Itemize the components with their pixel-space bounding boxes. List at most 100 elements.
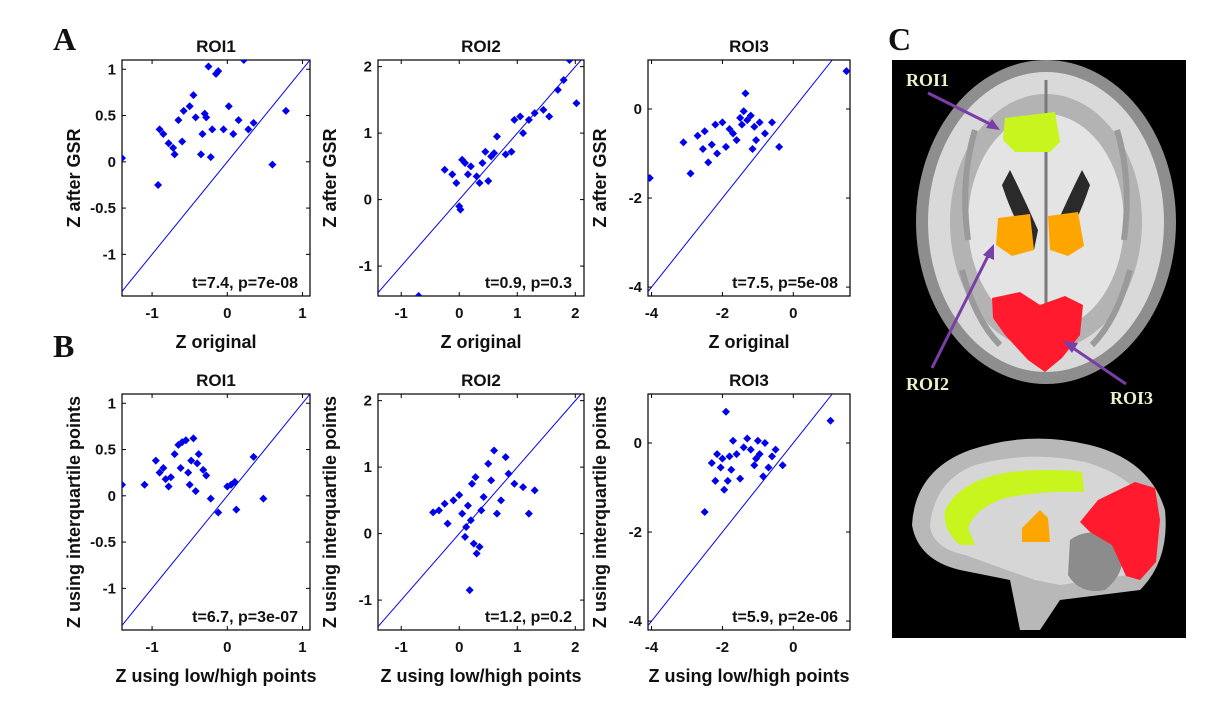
y-tick-label: -4	[629, 279, 643, 296]
x-axis-label: Z original	[709, 332, 790, 352]
data-point	[716, 463, 725, 472]
y-tick-label: 2	[364, 393, 372, 410]
data-point	[170, 150, 179, 159]
data-point	[463, 501, 472, 510]
data-points	[122, 60, 290, 189]
data-point	[466, 162, 475, 171]
data-point	[462, 522, 471, 531]
roi2-arrowhead	[983, 244, 994, 260]
data-point	[729, 436, 738, 445]
stat-annotation: t=1.2, p=0.2	[485, 609, 572, 626]
data-point	[736, 113, 745, 122]
data-point	[713, 450, 722, 459]
roi3-sagittal	[1080, 482, 1160, 580]
data-point	[746, 445, 755, 454]
data-point	[449, 496, 458, 505]
data-point	[775, 142, 784, 151]
data-point	[492, 132, 501, 141]
data-point	[178, 137, 187, 146]
data-point	[707, 459, 716, 468]
data-point	[737, 120, 746, 129]
scatter-panels: -1 0 1 -1 -0.5 0 0.5 1 ROI1 Z original Z after GSR…	[64, 37, 851, 686]
x-tick-label: 0	[789, 639, 797, 656]
data-point	[440, 165, 449, 174]
y-axis-label: Z using interquartile points	[64, 396, 84, 628]
data-point	[481, 147, 490, 156]
data-point	[718, 454, 727, 463]
data-point	[196, 150, 205, 159]
data-point	[414, 292, 423, 296]
scatter-b2: -1 0 1 2 -1 0 1 2 ROI2 Z using low/high points Z u…	[320, 371, 585, 686]
data-point	[721, 407, 730, 416]
data-point	[281, 106, 290, 115]
panel-letter-c: C	[888, 21, 911, 57]
data-point	[185, 480, 194, 489]
y-tick-label: 1	[108, 61, 116, 78]
y-tick-label: -0.5	[90, 200, 116, 217]
data-point	[727, 465, 736, 474]
y-tick-label: 0.5	[95, 442, 116, 459]
data-point	[239, 60, 248, 64]
data-point	[842, 67, 850, 76]
data-point	[461, 532, 470, 541]
x-tick-label: 0	[455, 639, 463, 656]
data-point	[739, 443, 748, 452]
roi3-label: ROI3	[1110, 388, 1153, 408]
data-point	[778, 461, 787, 470]
data-point	[155, 468, 164, 477]
data-point	[179, 106, 188, 115]
sagittal-slice	[912, 438, 1166, 630]
data-point	[711, 476, 720, 485]
data-point	[224, 102, 233, 111]
data-point	[484, 176, 493, 185]
x-axis-label: Z using low/high points	[116, 666, 317, 686]
data-point	[693, 131, 702, 140]
data-point	[191, 113, 200, 122]
x-tick-label: 2	[571, 639, 579, 656]
y-tick-label: 1	[364, 125, 372, 142]
data-point	[497, 496, 506, 505]
data-point	[713, 149, 722, 158]
data-point	[443, 519, 452, 528]
data-point	[234, 116, 243, 125]
x-tick-label: 2	[571, 305, 579, 322]
data-point	[208, 125, 217, 134]
roi3-arrow	[1069, 344, 1127, 386]
data-point	[700, 127, 709, 136]
data-point	[752, 136, 761, 145]
y-tick-label: 1	[364, 459, 372, 476]
roi1-arrow	[927, 91, 995, 128]
y-tick-label: 0	[108, 154, 116, 171]
roi1-sagittal	[944, 470, 1084, 545]
chart-title: ROI1	[196, 37, 236, 56]
roi2-arrow	[930, 251, 992, 369]
data-point	[504, 469, 513, 478]
y-tick-label: -2	[629, 190, 642, 207]
data-point	[155, 125, 164, 134]
data-point	[826, 416, 835, 425]
data-point	[510, 479, 519, 488]
data-point	[759, 472, 768, 481]
data-point	[478, 159, 487, 168]
panel-letter-b: B	[53, 328, 74, 364]
data-point	[741, 89, 750, 98]
data-point	[572, 99, 581, 108]
data-point	[159, 130, 168, 139]
data-point	[755, 450, 764, 459]
data-point	[510, 115, 519, 124]
data-point	[174, 116, 183, 125]
data-point	[176, 464, 185, 473]
data-point	[755, 118, 764, 127]
data-point	[750, 122, 759, 131]
chart-title: ROI1	[196, 371, 236, 390]
x-tick-label: -4	[645, 639, 659, 656]
x-tick-label: 0	[223, 639, 231, 656]
y-tick-label: 0	[364, 192, 372, 209]
data-point	[679, 138, 688, 147]
data-point	[206, 153, 215, 162]
data-point	[189, 434, 198, 443]
data-point	[458, 509, 467, 518]
y-tick-label: -1	[359, 258, 372, 275]
data-point	[501, 453, 510, 462]
data-point	[202, 113, 211, 122]
